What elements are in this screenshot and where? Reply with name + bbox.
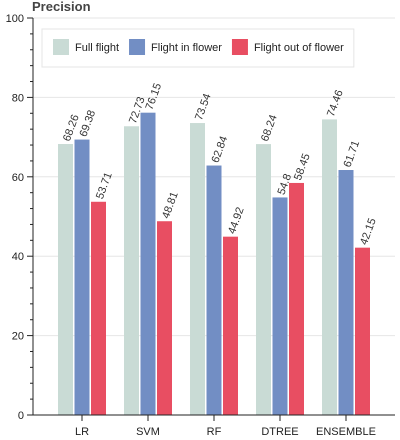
x-tick-label: DTREE bbox=[261, 426, 298, 438]
data-label: 68.26 bbox=[61, 113, 82, 143]
bar-rf-2 bbox=[223, 236, 238, 415]
data-label: 73.54 bbox=[193, 92, 214, 122]
data-label: 62.84 bbox=[210, 135, 231, 165]
data-label: 69.38 bbox=[78, 109, 99, 139]
x-tick-label: RF bbox=[207, 426, 222, 438]
x-tick-label: LR bbox=[75, 426, 89, 438]
data-label: 68.24 bbox=[259, 113, 280, 143]
bar-dtree-1 bbox=[272, 197, 288, 415]
y-tick-label: 20 bbox=[12, 331, 24, 343]
bar-dtree-0 bbox=[256, 144, 271, 415]
data-label: 58.45 bbox=[292, 152, 313, 182]
legend-swatch-2 bbox=[231, 39, 248, 55]
y-tick-label: 40 bbox=[12, 251, 24, 263]
bar-svm-1 bbox=[140, 112, 156, 415]
legend-swatch-0 bbox=[53, 39, 69, 55]
bar-ensemble-2 bbox=[355, 247, 370, 415]
bar-dtree-2 bbox=[289, 182, 304, 415]
data-label: 48.81 bbox=[160, 190, 181, 220]
chart-title: Precision bbox=[32, 0, 91, 14]
x-tick-label: SVM bbox=[136, 426, 160, 438]
bar-svm-2 bbox=[157, 221, 172, 415]
bars bbox=[58, 112, 370, 415]
bar-lr-0 bbox=[58, 144, 73, 415]
legend-swatch-1 bbox=[129, 39, 146, 55]
axes: 0 20 40 60 80 100 LR SVM RF DTREE ENSEMBLE bbox=[6, 13, 395, 438]
y-tick-label: 80 bbox=[12, 92, 24, 104]
bar-rf-1 bbox=[206, 165, 222, 415]
legend-label: Full flight bbox=[75, 42, 119, 54]
x-tick-label: ENSEMBLE bbox=[316, 426, 376, 438]
data-label: 74.46 bbox=[325, 88, 346, 118]
data-label: 76.15 bbox=[144, 82, 165, 112]
bar-lr-2 bbox=[91, 201, 106, 415]
bar-rf-0 bbox=[190, 123, 205, 415]
legend-label: Flight out of flower bbox=[254, 42, 344, 54]
data-label: 61.71 bbox=[342, 139, 363, 169]
legend-label: Flight in flower bbox=[151, 42, 222, 54]
legend: Full flight Flight in flower Flight out of… bbox=[41, 28, 355, 68]
y-tick-label: 100 bbox=[6, 13, 24, 25]
legend-box bbox=[41, 28, 355, 68]
y-tick-label: 60 bbox=[12, 172, 24, 184]
data-label: 44.92 bbox=[226, 206, 247, 236]
bar-ensemble-1 bbox=[338, 170, 354, 415]
data-label: 53.71 bbox=[94, 171, 115, 201]
bar-svm-0 bbox=[124, 126, 139, 415]
y-tick-label: 0 bbox=[18, 410, 24, 422]
bar-ensemble-0 bbox=[322, 119, 337, 415]
bar-lr-1 bbox=[74, 139, 90, 415]
data-label: 42.15 bbox=[358, 217, 379, 247]
